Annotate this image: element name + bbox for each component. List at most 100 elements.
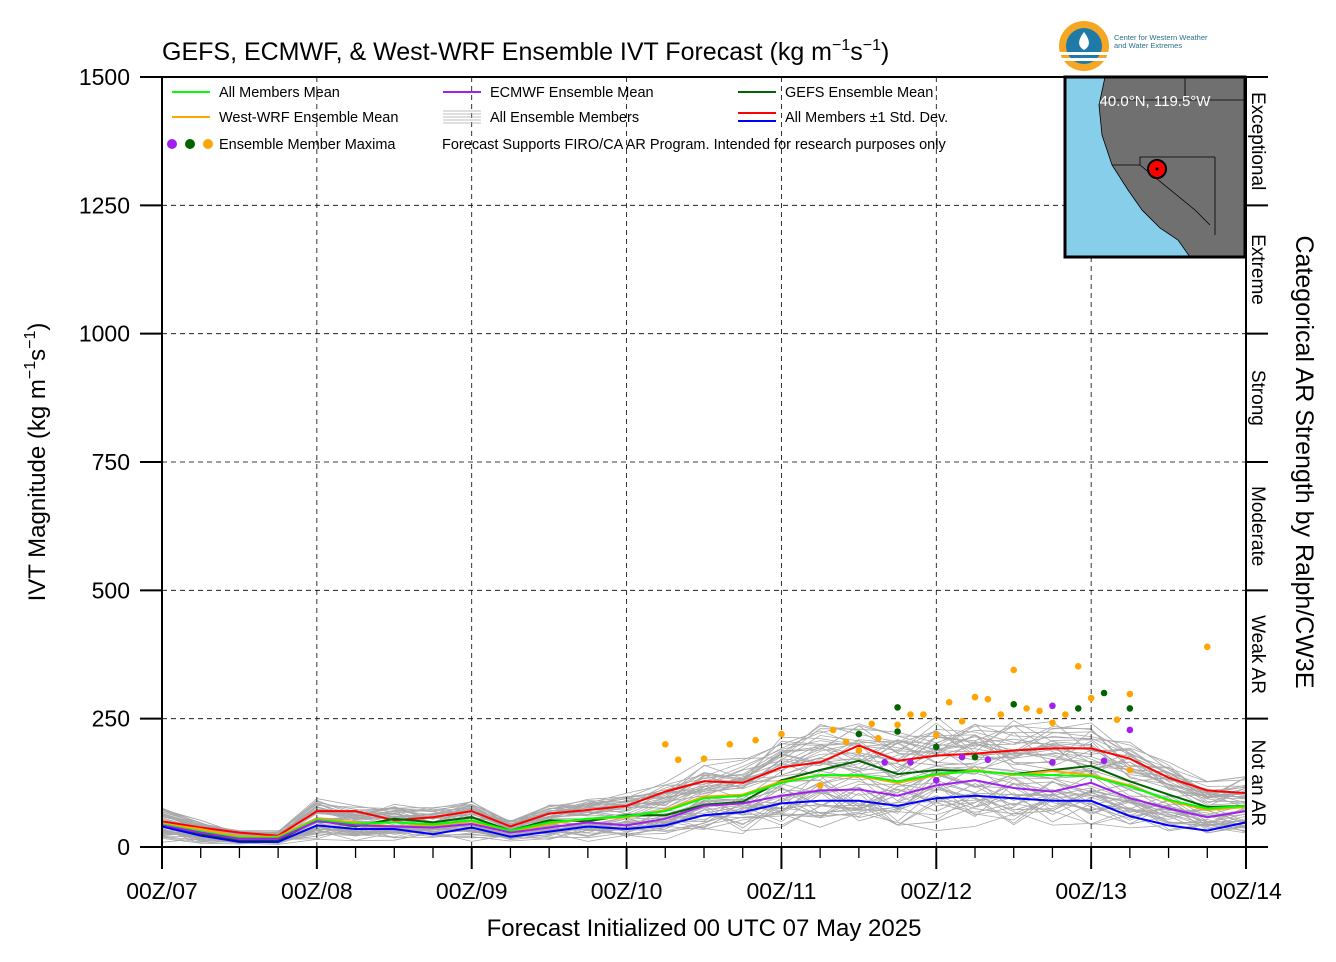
maxima-point xyxy=(984,756,992,764)
legend: All Members Mean ECMWF Ensemble Mean GEF… xyxy=(167,85,948,153)
maxima-point xyxy=(971,693,979,701)
maxima-point xyxy=(1049,702,1056,710)
cw3e-logo xyxy=(1059,21,1109,71)
x-tick-label: 00Z/13 xyxy=(1055,878,1127,904)
series-line xyxy=(161,768,1247,838)
series-line xyxy=(161,794,1247,843)
x-tick-label: 00Z/09 xyxy=(436,878,508,904)
maxima-point xyxy=(674,756,682,764)
category-label: Weak AR xyxy=(1247,615,1268,694)
category-label: Strong xyxy=(1247,370,1268,426)
y-tick-label: 250 xyxy=(92,706,130,732)
maxima-point xyxy=(971,753,979,761)
maxima-point xyxy=(1126,766,1134,774)
maxima-point xyxy=(1100,757,1108,765)
maxima-point xyxy=(829,726,837,734)
legend-label: GEFS Ensemble Mean xyxy=(785,85,933,101)
disclaimer-text: Forecast Supports FIRO/CA AR Program. In… xyxy=(442,137,946,153)
logo-text: Center for Western Weather and Water Ext… xyxy=(1114,33,1208,50)
category-label: Not an AR xyxy=(1247,740,1268,827)
maxima-point xyxy=(1203,643,1211,651)
maxima-point xyxy=(1087,694,1095,702)
maxima-point xyxy=(894,728,901,735)
maxima-point xyxy=(752,736,759,744)
y-tick-label: 1250 xyxy=(79,192,130,218)
series-line xyxy=(161,769,1247,839)
inset-map: 40.0°N, 119.5°W xyxy=(1063,75,1247,259)
member-line xyxy=(161,773,1247,842)
legend-label: West-WRF Ensemble Mean xyxy=(219,110,398,126)
maxima-point xyxy=(1126,690,1134,698)
maxima-point xyxy=(997,711,1005,718)
maxima-point xyxy=(855,730,863,738)
legend-label: All Ensemble Members xyxy=(490,110,639,126)
maxima-point xyxy=(1010,666,1018,674)
maxima-point xyxy=(661,741,669,748)
maxima-point xyxy=(816,782,824,789)
member-line xyxy=(161,723,1247,837)
y-axis-label: IVT Magnitude (kg m−1s−1) xyxy=(22,323,51,602)
maxima-point xyxy=(1023,705,1030,712)
legend-label: Ensemble Member Maxima xyxy=(219,137,396,153)
maxima-point xyxy=(1062,711,1069,718)
maxima-point xyxy=(778,730,785,738)
ar-category-axis: Not an AR Weak AR Moderate Strong Extreme Exc… xyxy=(1246,76,1268,848)
x-axis-label: Forecast Initialized 00 UTC 07 May 2025 xyxy=(487,915,922,942)
series-lines xyxy=(161,744,1247,843)
member-line xyxy=(161,724,1247,837)
maxima-point xyxy=(868,720,876,728)
x-tick-label: 00Z/11 xyxy=(746,878,816,904)
maxima-point xyxy=(958,753,966,761)
x-tick-label: 00Z/07 xyxy=(126,878,198,904)
maxima-point xyxy=(881,759,888,766)
x-axis: 00Z/07 00Z/08 00Z/09 00Z/10 00Z/11 00Z/12 00Z/… xyxy=(126,847,1282,904)
series-line xyxy=(161,744,1247,837)
y-tick-label: 0 xyxy=(117,834,130,860)
member-line xyxy=(161,782,1247,843)
maxima-point xyxy=(1049,719,1056,727)
y2-axis-label: Categorical AR Strength by Ralph/CW3E xyxy=(1290,236,1318,689)
maxima-point xyxy=(842,738,850,746)
maxima-point xyxy=(920,711,927,718)
maxima-point xyxy=(1100,689,1108,697)
y-tick-label: 500 xyxy=(92,577,130,603)
member-line xyxy=(161,786,1247,840)
maxima-point xyxy=(700,755,708,763)
member-line xyxy=(161,723,1247,833)
maxima-point xyxy=(907,711,914,718)
x-tick-label: 00Z/12 xyxy=(900,878,972,904)
maxima-point xyxy=(1126,726,1134,734)
chart-title: GEFS, ECMWF, & West-WRF Ensemble IVT For… xyxy=(162,37,889,66)
member-line xyxy=(161,793,1247,844)
y-tick-label: 1000 xyxy=(79,321,130,347)
maxima-point xyxy=(932,731,940,739)
member-line xyxy=(161,722,1247,834)
maxima-point xyxy=(1126,705,1134,712)
x-tick-label: 00Z/10 xyxy=(591,878,663,904)
legend-label: ECMWF Ensemble Mean xyxy=(490,85,654,101)
series-line xyxy=(161,779,1247,840)
maxima-point xyxy=(1074,663,1082,670)
maxima-point xyxy=(726,741,734,748)
y-tick-label: 1500 xyxy=(79,64,130,90)
x-tick-label: 00Z/08 xyxy=(281,878,353,904)
maxima-point xyxy=(958,717,966,725)
maxima-point xyxy=(1113,716,1121,723)
y-tick-label: 750 xyxy=(92,449,130,475)
member-line xyxy=(161,787,1247,844)
maxima-point xyxy=(1074,705,1082,712)
category-label: Exceptional xyxy=(1247,92,1268,190)
member-line xyxy=(161,792,1247,845)
maxima-point xyxy=(874,734,882,742)
maxima-point xyxy=(855,747,863,754)
maxima-point xyxy=(945,698,953,706)
x-tick-label: 00Z/14 xyxy=(1210,878,1282,904)
member-line xyxy=(161,798,1247,845)
member-maxima xyxy=(661,643,1211,789)
inset-location-label: 40.0°N, 119.5°W xyxy=(1100,93,1212,110)
maxima-point xyxy=(932,743,940,751)
maxima-point xyxy=(984,695,992,703)
maxima-point xyxy=(1010,700,1018,708)
category-label: Moderate xyxy=(1247,486,1268,566)
